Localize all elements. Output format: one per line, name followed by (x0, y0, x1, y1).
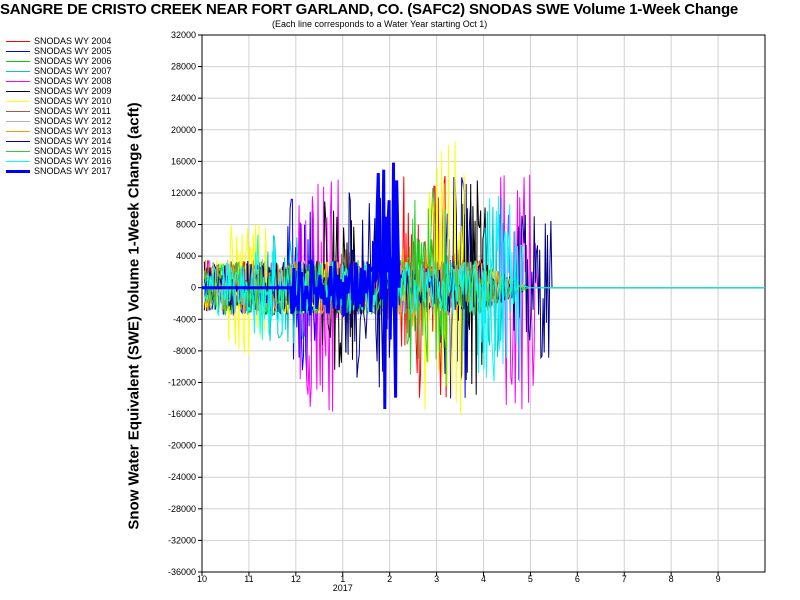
legend-swatch (6, 121, 30, 122)
legend-item: SNODAS WY 2010 (4, 96, 194, 106)
legend-swatch (6, 41, 30, 42)
y-tick-label: -24000 (168, 472, 196, 482)
x-tick-label: 5 (528, 574, 533, 584)
x-tick-label: 10 (197, 574, 207, 584)
y-tick-label: -32000 (168, 535, 196, 545)
y-tick-label: 28000 (171, 62, 196, 72)
y-tick-label: 8000 (176, 220, 196, 230)
legend-swatch (6, 151, 30, 152)
y-tick-label: 12000 (171, 188, 196, 198)
y-tick-label: -4000 (173, 314, 196, 324)
legend-label: SNODAS WY 2009 (34, 86, 112, 96)
y-tick-label: 32000 (171, 30, 196, 40)
y-tick-label: 4000 (176, 251, 196, 261)
legend-label: SNODAS WY 2008 (34, 76, 112, 86)
legend-item: SNODAS WY 2011 (4, 106, 194, 116)
y-tick-label: -28000 (168, 504, 196, 514)
y-tick-label: -36000 (168, 567, 196, 577)
series-line (203, 195, 765, 383)
legend-swatch (6, 170, 30, 173)
legend-swatch (6, 51, 30, 52)
legend-item: SNODAS WY 2013 (4, 126, 194, 136)
y-tick-label: -20000 (168, 441, 196, 451)
legend-swatch (6, 71, 30, 72)
legend-item: SNODAS WY 2007 (4, 66, 194, 76)
y-tick-label: 24000 (171, 93, 196, 103)
legend: SNODAS WY 2004 SNODAS WY 2005 SNODAS WY 20… (4, 36, 194, 176)
legend-label: SNODAS WY 2011 (34, 106, 111, 116)
x-tick-label: 3 (434, 574, 439, 584)
x-tick-label: 2 (387, 574, 392, 584)
legend-label: SNODAS WY 2012 (34, 116, 112, 126)
y-tick-label: -12000 (168, 377, 196, 387)
legend-label: SNODAS WY 2007 (34, 66, 112, 76)
x-tick-label: 1 (340, 574, 345, 584)
legend-swatch (6, 131, 30, 132)
series-group (202, 141, 765, 415)
legend-label: SNODAS WY 2006 (34, 56, 112, 66)
legend-item: SNODAS WY 2016 (4, 156, 194, 166)
y-tick-label: -8000 (173, 346, 196, 356)
y-tick-label: -16000 (168, 409, 196, 419)
series-line (202, 162, 401, 410)
x-tick-label: 11 (244, 574, 253, 584)
legend-label: SNODAS WY 2016 (34, 156, 112, 166)
y-tick-label: 16000 (171, 156, 196, 166)
legend-swatch (6, 161, 30, 162)
legend-swatch (6, 111, 30, 112)
plot-frame (201, 34, 766, 573)
legend-swatch (6, 101, 30, 102)
y-tick-label: 20000 (171, 125, 196, 135)
x-tick-label: 6 (575, 574, 580, 584)
x-tick-label: 12 (291, 574, 301, 584)
x-tick-label: 7 (622, 574, 627, 584)
legend-swatch (6, 141, 30, 142)
legend-label: SNODAS WY 2004 (34, 36, 112, 46)
legend-label: SNODAS WY 2017 (34, 166, 112, 176)
legend-label: SNODAS WY 2015 (34, 146, 112, 156)
y-tick-label: 0 (191, 283, 196, 293)
x-tick-label: 8 (669, 574, 674, 584)
chart-title: SANGRE DE CRISTO CREEK NEAR FORT GARLAND… (0, 1, 739, 18)
legend-label: SNODAS WY 2005 (34, 46, 112, 56)
legend-item: SNODAS WY 2014 (4, 136, 194, 146)
legend-item: SNODAS WY 2008 (4, 76, 194, 86)
legend-label: SNODAS WY 2010 (34, 96, 112, 106)
legend-swatch (6, 91, 30, 92)
x-tick-label: 9 (716, 574, 721, 584)
legend-item: SNODAS WY 2017 (4, 166, 194, 176)
legend-item: SNODAS WY 2005 (4, 46, 194, 56)
x-tick-label: 4 (481, 574, 486, 584)
legend-swatch (6, 81, 30, 82)
chart-subtitle: (Each line corresponds to a Water Year s… (272, 19, 488, 29)
x-year-label: 2017 (333, 583, 353, 593)
legend-item: SNODAS WY 2015 (4, 146, 194, 156)
legend-item: SNODAS WY 2009 (4, 86, 194, 96)
legend-item: SNODAS WY 2012 (4, 116, 194, 126)
legend-label: SNODAS WY 2014 (34, 136, 112, 146)
legend-item: SNODAS WY 2004 (4, 36, 194, 46)
legend-swatch (6, 61, 30, 62)
legend-label: SNODAS WY 2013 (34, 126, 112, 136)
legend-item: SNODAS WY 2006 (4, 56, 194, 66)
